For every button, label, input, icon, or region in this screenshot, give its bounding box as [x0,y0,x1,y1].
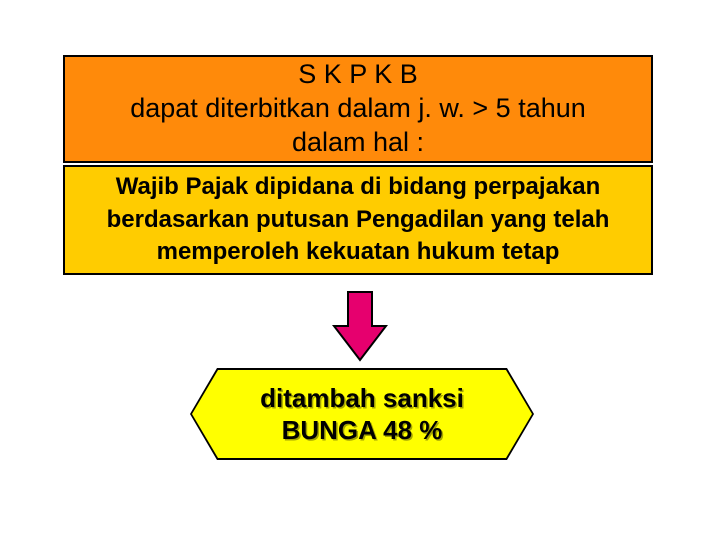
header-box: S K P K B dapat diterbitkan dalam j. w. … [63,55,653,163]
down-arrow-icon [332,290,388,362]
result-line-2: BUNGA 48 % [282,414,443,447]
result-line-1: ditambah sanksi [260,382,464,415]
condition-line-2: berdasarkan putusan Pengadilan yang tela… [107,204,610,236]
condition-line-3: memperoleh kekuatan hukum tetap [157,236,560,268]
condition-box: Wajib Pajak dipidana di bidang perpajaka… [63,165,653,275]
condition-line-1: Wajib Pajak dipidana di bidang perpajaka… [116,171,601,203]
header-line-1: S K P K B [298,58,418,92]
header-line-2: dapat diterbitkan dalam j. w. > 5 tahun [130,92,586,126]
header-line-3: dalam hal : [292,126,424,160]
result-box: ditambah sanksi BUNGA 48 % [192,370,532,458]
